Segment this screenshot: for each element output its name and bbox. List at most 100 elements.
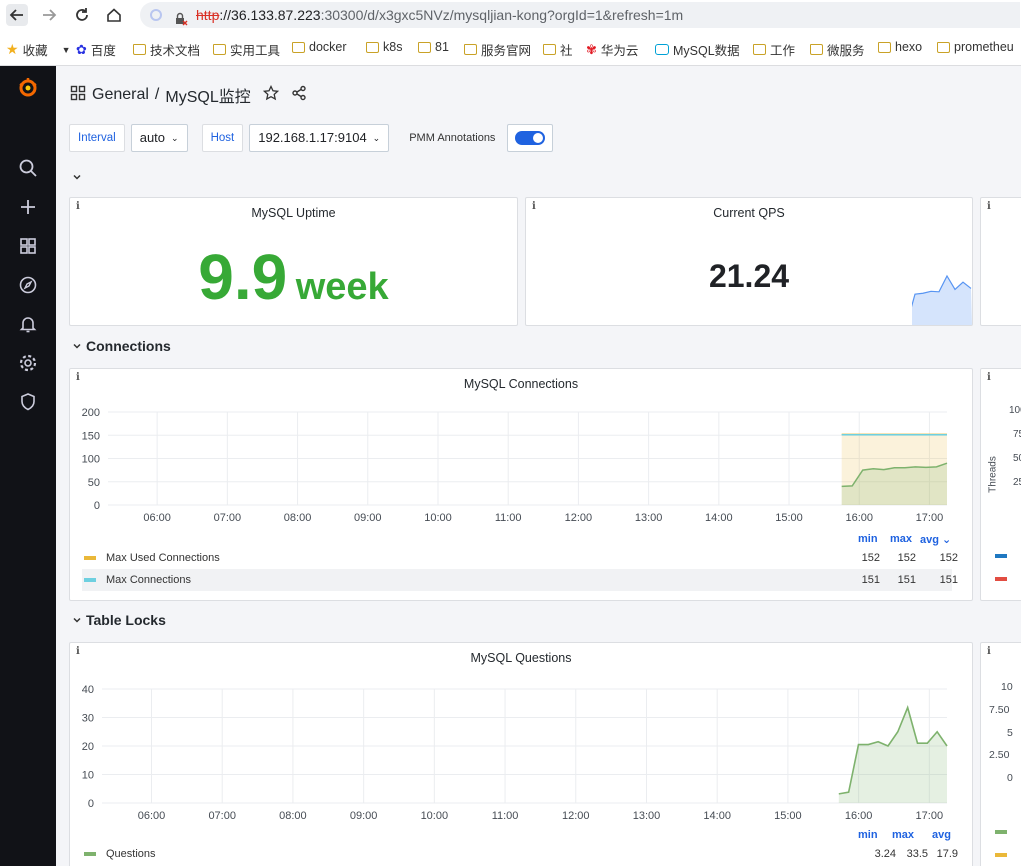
- grafana-logo-icon[interactable]: [16, 76, 40, 100]
- info-icon[interactable]: i: [76, 646, 80, 657]
- bookmark-microservices[interactable]: 微服务: [810, 40, 865, 59]
- panel-title: MySQL Uptime: [251, 206, 336, 220]
- forward-icon[interactable]: [38, 4, 60, 26]
- pmm-annotations-toggle[interactable]: [515, 131, 546, 145]
- dashboard-main: General / MySQL监控 Interval auto ⌄ Host 19…: [56, 66, 1021, 866]
- legend-min: 151: [861, 574, 880, 586]
- legend-header-avg[interactable]: avg: [932, 829, 951, 841]
- bookmark-baidu[interactable]: ✿ 百度: [76, 40, 116, 59]
- collapse-row-chevron-icon[interactable]: [72, 169, 82, 187]
- bookmark-mysql[interactable]: MySQL数据: [655, 40, 740, 59]
- panel-title: Current QPS: [713, 206, 785, 220]
- qps-sparkline-line: [912, 274, 972, 308]
- y-tick: 5: [1007, 727, 1013, 739]
- current-qps-panel: i Current QPS 21.24: [525, 197, 973, 326]
- x-tick-label: 13:00: [635, 512, 663, 524]
- alerting-bell-icon[interactable]: [16, 312, 40, 336]
- x-tick-label: 17:00: [916, 512, 944, 524]
- info-icon[interactable]: i: [532, 201, 536, 212]
- y-tick: 50: [1013, 453, 1021, 464]
- breadcrumb-dashboard-title[interactable]: MySQL监控: [165, 89, 251, 106]
- legend-header-max[interactable]: max: [892, 829, 915, 841]
- search-icon[interactable]: [16, 156, 40, 180]
- bookmark-official-sites[interactable]: 服务官网: [464, 40, 531, 59]
- bookmark-81[interactable]: 81: [418, 40, 449, 54]
- legend-header-min[interactable]: min: [858, 829, 878, 841]
- legend-row[interactable]: Max Used Connections 152 152 152: [82, 547, 958, 569]
- star-favorite-icon[interactable]: [262, 84, 279, 106]
- explore-compass-icon[interactable]: [16, 273, 40, 297]
- folder-icon: [543, 44, 556, 55]
- bookmark-label: 技术文档: [150, 44, 201, 58]
- legend-series-name: Questions: [106, 848, 156, 860]
- row-connections[interactable]: Connections: [72, 338, 171, 354]
- host-select[interactable]: 192.168.1.17:9104 ⌄: [249, 124, 390, 152]
- x-tick-label: 09:00: [354, 512, 382, 524]
- breadcrumb-folder-link[interactable]: General: [92, 86, 149, 103]
- y-tick: 100: [1009, 405, 1021, 416]
- interval-select[interactable]: auto ⌄: [130, 124, 188, 152]
- bookmark-hexo[interactable]: hexo: [878, 40, 922, 54]
- x-tick-label: 11:00: [495, 512, 522, 524]
- bookmark-label: 81: [435, 40, 449, 54]
- reload-icon[interactable]: [71, 4, 93, 26]
- bookmark-she[interactable]: 社: [543, 40, 573, 59]
- server-admin-shield-icon[interactable]: [16, 390, 40, 414]
- share-icon[interactable]: [291, 85, 307, 106]
- bookmark-k8s[interactable]: k8s: [366, 40, 402, 54]
- y-tick-label: 150: [82, 430, 100, 442]
- info-icon[interactable]: i: [987, 372, 991, 383]
- legend-header-max[interactable]: max: [890, 533, 913, 545]
- back-icon[interactable]: [6, 4, 28, 26]
- bookmark-huaweicloud[interactable]: ✾ 华为云: [586, 40, 638, 59]
- qps-sparkline: [912, 274, 972, 325]
- x-tick-label: 07:00: [214, 512, 242, 524]
- bookmark-tools[interactable]: 实用工具: [213, 40, 280, 59]
- chevron-down-icon: ⌄: [171, 133, 179, 143]
- folder-icon: [133, 44, 146, 55]
- info-icon[interactable]: i: [76, 201, 80, 212]
- dashboards-icon[interactable]: [16, 234, 40, 258]
- info-icon[interactable]: i: [987, 646, 991, 657]
- legend-header-min[interactable]: min: [858, 533, 878, 545]
- info-icon[interactable]: i: [76, 372, 80, 383]
- sort-chevron-icon: ⌄: [942, 534, 952, 546]
- interval-variable-label: Interval: [69, 124, 125, 152]
- y-tick: 25: [1013, 477, 1021, 488]
- bookmark-tech-docs[interactable]: 技术文档: [133, 40, 200, 59]
- x-tick-label: 14:00: [705, 512, 733, 524]
- partial-table-locks-panel: i 10 7.50 5 2.50 0: [980, 642, 1021, 866]
- row-table-locks[interactable]: Table Locks: [72, 612, 166, 628]
- legend-avg: 152: [939, 552, 958, 564]
- bookmark-docker[interactable]: docker: [292, 40, 347, 54]
- questions-line: [838, 705, 948, 795]
- plus-icon[interactable]: [16, 195, 40, 219]
- info-icon[interactable]: i: [987, 201, 991, 212]
- home-icon[interactable]: [103, 4, 125, 26]
- y-tick: 2.50: [989, 749, 1010, 761]
- configuration-gear-icon[interactable]: [16, 351, 40, 375]
- y-tick-label: 30: [82, 713, 94, 725]
- bookmark-work[interactable]: 工作: [753, 40, 795, 59]
- legend-row[interactable]: Max Connections 151 151 151: [82, 569, 958, 591]
- dashboards-grid-icon: [70, 85, 86, 106]
- questions-graph: 40 30 20 10 0 06:00 07:00 08:00 09:00 10:00 11:00 1…: [82, 684, 948, 821]
- uptime-value: 9.9: [198, 241, 288, 313]
- legend-max: 151: [897, 574, 916, 586]
- insecure-lock-icon[interactable]: [174, 8, 188, 34]
- x-tick-label: 17:00: [916, 810, 944, 821]
- bookmark-prometheus[interactable]: prometheu: [937, 40, 1014, 54]
- folder-icon: [213, 44, 226, 55]
- legend-color-swatch: [995, 577, 1007, 581]
- legend-color-swatch: [84, 556, 96, 560]
- dropdown-arrow-icon: ▼: [61, 44, 71, 55]
- bookmark-label: 收藏: [22, 44, 48, 58]
- mysql-connections-panel: i MySQL Connections 200 150 100 50 0 06:00 07:…: [69, 368, 973, 601]
- legend-header-avg[interactable]: avg ⌄: [920, 533, 951, 546]
- max-used-connections-area: [841, 434, 947, 505]
- x-tick-label: 15:00: [775, 512, 803, 524]
- paw-icon: ✿: [76, 41, 87, 57]
- legend-row[interactable]: Questions 3.24 33.5 17.9: [82, 843, 958, 865]
- bookmark-favorites[interactable]: ★ 收藏 ▼: [6, 40, 71, 59]
- address-bar[interactable]: http://36.133.87.223:30300/d/x3gxc5NVz/m…: [140, 2, 1020, 28]
